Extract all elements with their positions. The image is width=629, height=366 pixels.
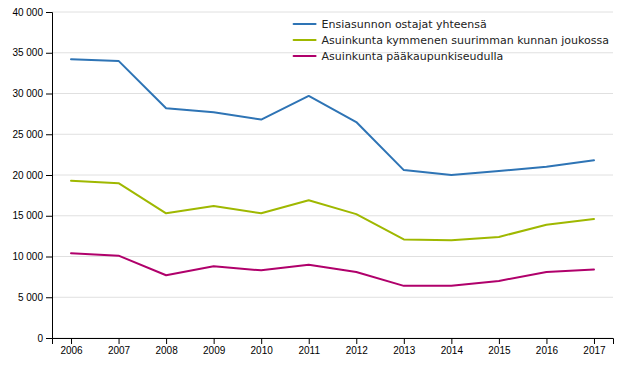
tick-label: 2011	[298, 345, 320, 356]
tick-mark	[451, 338, 452, 344]
tick: 2011	[298, 338, 320, 356]
tick: 40 000	[12, 7, 52, 18]
tick-label: 5 000	[18, 292, 43, 303]
tick-mark	[309, 338, 310, 344]
tick: 20 000	[12, 170, 52, 181]
tick-label: 2014	[441, 345, 464, 356]
legend-item: Ensiasunnon ostajat yhteensä	[294, 18, 487, 31]
tick-label: 2010	[251, 345, 274, 356]
tick-mark	[46, 53, 52, 54]
series-line	[71, 253, 594, 286]
tick-mark	[356, 338, 357, 344]
tick: 2017	[583, 338, 606, 356]
tick-mark	[499, 338, 500, 344]
tick: 2015	[488, 338, 511, 356]
tick-mark	[119, 338, 120, 344]
grid-line	[52, 175, 613, 176]
tick-label: 20 000	[12, 170, 43, 181]
tick-label: 15 000	[12, 210, 43, 221]
grid-line	[52, 256, 613, 257]
tick: 2012	[346, 338, 369, 356]
tick: 10 000	[12, 251, 52, 262]
series-group	[71, 59, 594, 286]
tick: 2013	[393, 338, 416, 356]
tick-mark	[46, 134, 52, 135]
axis-line	[46, 13, 53, 339]
legend-item: Asuinkunta kymmenen suurimman kunnan jou…	[294, 34, 609, 47]
tick: 2010	[251, 338, 274, 356]
legend-swatch	[294, 23, 316, 25]
tick-mark	[46, 297, 52, 298]
tick-label: 10 000	[12, 251, 43, 262]
tick-label: 25 000	[12, 129, 43, 140]
tick: 30 000	[12, 88, 52, 99]
grid-line	[52, 134, 613, 135]
tick-mark	[166, 338, 167, 344]
x-axis: 2006 2007 2008 2009 2010 2011 2012 2013 2014 2015…	[53, 338, 614, 356]
tick-label: 2016	[536, 345, 559, 356]
tick-label: 2006	[60, 345, 83, 356]
tick-mark	[46, 216, 52, 217]
plot-area: 2006 2007 2008 2009 2010 2011 2012 2013 2014 2015…	[12, 7, 613, 356]
tick: 2009	[203, 338, 226, 356]
legend: Ensiasunnon ostajat yhteensä Asuinkunta k…	[294, 18, 609, 63]
tick-mark	[46, 338, 52, 339]
grid-line	[52, 215, 613, 216]
tick-mark	[214, 338, 215, 344]
tick-label: 2013	[393, 345, 416, 356]
series-line	[71, 181, 594, 240]
tick-mark	[46, 257, 52, 258]
axis-line	[53, 339, 614, 345]
chart: 2006 2007 2008 2009 2010 2011 2012 2013 2014 2015…	[0, 0, 629, 366]
tick-mark	[261, 338, 262, 344]
tick: 25 000	[12, 129, 52, 140]
legend-label: Asuinkunta pääkaupunkiseudulla	[322, 50, 504, 63]
legend-swatch	[294, 39, 316, 41]
tick-label: 2007	[108, 345, 131, 356]
tick-mark	[546, 338, 547, 344]
grid-line	[52, 12, 613, 13]
tick: 35 000	[12, 47, 52, 58]
tick: 15 000	[12, 210, 52, 221]
tick-label: 2012	[346, 345, 369, 356]
tick-label: 30 000	[12, 88, 43, 99]
tick: 2014	[441, 338, 464, 356]
tick-label: 2015	[488, 345, 511, 356]
tick-label: 2017	[583, 345, 606, 356]
grid-line	[52, 297, 613, 298]
tick: 2008	[155, 338, 178, 356]
tick: 0	[37, 333, 52, 344]
tick: 2006	[60, 338, 83, 356]
tick-mark	[46, 12, 52, 13]
legend-label: Ensiasunnon ostajat yhteensä	[322, 18, 487, 31]
series-line	[71, 59, 594, 175]
tick-mark	[71, 338, 72, 344]
tick-label: 35 000	[12, 47, 43, 58]
tick-mark	[594, 338, 595, 344]
tick-label: 2009	[203, 345, 226, 356]
tick: 2016	[536, 338, 559, 356]
tick-label: 2008	[155, 345, 178, 356]
tick: 2007	[108, 338, 131, 356]
tick-label: 0	[37, 333, 43, 344]
tick-mark	[46, 175, 52, 176]
legend-label: Asuinkunta kymmenen suurimman kunnan jou…	[322, 34, 609, 47]
legend-swatch	[294, 55, 316, 57]
legend-item: Asuinkunta pääkaupunkiseudulla	[294, 50, 504, 63]
tick-mark	[404, 338, 405, 344]
y-axis: 0 5 000 10 000 15 000 20 000 25 000 30 000 35 0…	[12, 7, 52, 344]
grid-line	[52, 93, 613, 94]
tick-mark	[46, 94, 52, 95]
grid	[52, 12, 613, 338]
tick: 5 000	[18, 292, 52, 303]
tick-label: 40 000	[12, 7, 43, 18]
